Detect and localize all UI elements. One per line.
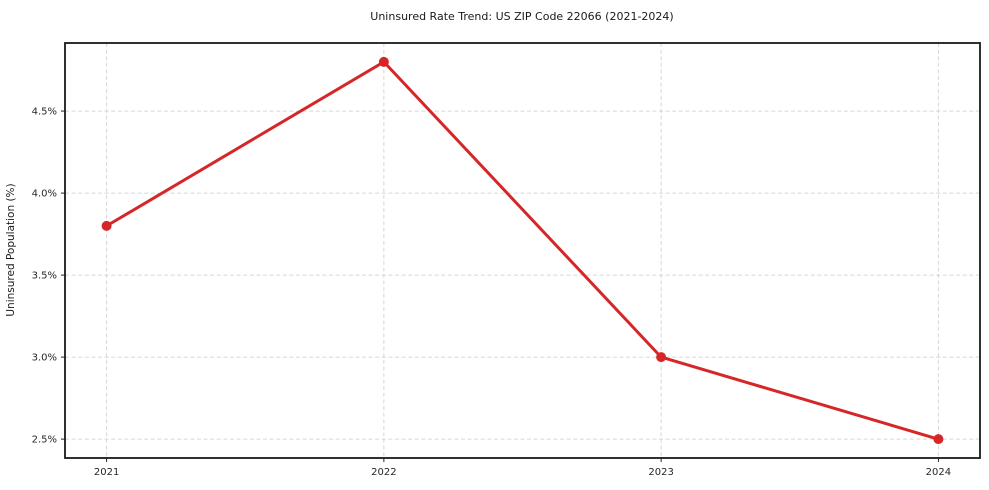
- x-tick-label: 2023: [648, 467, 673, 478]
- data-point-marker: [378, 56, 389, 67]
- y-tick-label: 4.5%: [32, 107, 57, 118]
- data-point-marker: [101, 220, 112, 231]
- trend-line: [105, 60, 940, 441]
- tick-layer: [61, 110, 939, 462]
- y-tick-label: 2.5%: [32, 435, 57, 446]
- y-tick-label: 4.0%: [32, 189, 57, 200]
- plot-border: [64, 42, 981, 459]
- tick-label-layer: 2.5% 3.0% 3.5% 4.0% 4.5% 2021 2022 2023 2024: [32, 107, 952, 478]
- y-tick-label: 3.5%: [32, 271, 57, 282]
- y-axis-label: Uninsured Population (%): [5, 183, 17, 316]
- data-point-marker: [656, 352, 667, 363]
- data-point-marker: [933, 434, 944, 445]
- x-tick-label: 2024: [926, 467, 951, 478]
- series-layer: [101, 56, 944, 445]
- x-tick-label: 2022: [371, 467, 396, 478]
- chart-title: Uninsured Rate Trend: US ZIP Code 22066 …: [370, 10, 673, 23]
- grid-layer: [65, 43, 980, 458]
- x-tick-label: 2021: [94, 467, 119, 478]
- y-tick-label: 3.0%: [32, 353, 57, 364]
